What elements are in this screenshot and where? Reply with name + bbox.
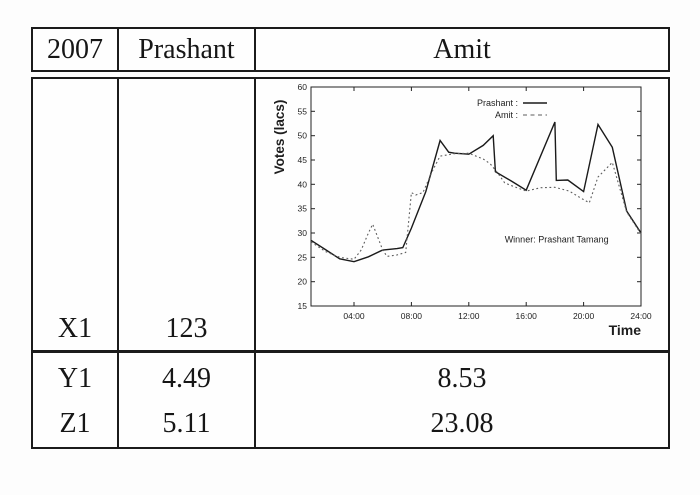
table-main-row: X1 123 15 20 25 30 35 40 45 50 55 60 04:00 08:00 12:… — [31, 77, 670, 352]
x1-value: 123 — [165, 313, 208, 344]
column-amit-values: 8.53 23.08 — [256, 353, 668, 447]
x-tick-label: 08:00 — [401, 311, 423, 321]
y1-amit-value: 8.53 — [437, 362, 487, 394]
series-amit-line — [310, 152, 642, 260]
candidate2-label: Amit — [433, 33, 491, 65]
y1-label: Y1 — [57, 362, 93, 394]
y-tick-label: 50 — [298, 131, 308, 141]
column-labels: Y1 Z1 — [33, 353, 119, 447]
x-tick-label: 20:00 — [573, 311, 595, 321]
header-cell-year: 2007 — [33, 29, 119, 70]
cell-chart: 15 20 25 30 35 40 45 50 55 60 04:00 08:00 12:00 16:00… — [256, 79, 668, 350]
votes-line-chart: 15 20 25 30 35 40 45 50 55 60 04:00 08:00 12:00 16:00… — [272, 82, 652, 338]
x-tick-label: 04:00 — [343, 311, 365, 321]
year-label: 2007 — [47, 33, 103, 65]
x-axis-label: Time — [609, 322, 642, 338]
column-prashant-values: 4.49 5.11 — [119, 353, 256, 447]
z1-prashant-value: 5.11 — [162, 408, 211, 440]
legend-label-amit: Amit : — [495, 110, 518, 120]
y-tick-label: 35 — [298, 204, 308, 214]
header-cell-prashant: Prashant — [119, 29, 256, 70]
table-header-row: 2007 Prashant Amit — [31, 27, 670, 72]
y1-prashant-value: 4.49 — [162, 362, 211, 394]
cell-x1-value: 123 — [119, 79, 256, 350]
y-tick-label: 15 — [298, 301, 308, 311]
x-tick-label: 12:00 — [458, 311, 480, 321]
cell-x1-label: X1 — [33, 79, 119, 350]
z1-label: Z1 — [59, 408, 91, 440]
series-prashant-line — [310, 121, 642, 263]
y-tick-label: 55 — [298, 106, 308, 116]
y-tick-label: 45 — [298, 155, 308, 165]
y-axis-label: Votes (lacs) — [272, 100, 287, 175]
candidate1-label: Prashant — [138, 33, 235, 65]
y-tick-label: 25 — [298, 252, 308, 262]
legend-label-prashant: Prashant : — [477, 98, 518, 108]
plot-border — [310, 86, 642, 307]
x-tick-label: 24:00 — [630, 311, 652, 321]
y-tick-label: 40 — [298, 179, 308, 189]
winner-annotation: Winner: Prashant Tamang — [505, 235, 609, 245]
y-tick-label: 60 — [298, 82, 308, 92]
table-bottom-rows: Y1 Z1 4.49 5.11 8.53 23.08 — [31, 351, 670, 449]
x1-label: X1 — [57, 313, 93, 344]
header-cell-amit: Amit — [256, 29, 668, 70]
z1-amit-value: 23.08 — [430, 408, 494, 440]
y-tick-label: 20 — [298, 277, 308, 287]
x-tick-label: 16:00 — [516, 311, 538, 321]
y-tick-label: 30 — [298, 228, 308, 238]
